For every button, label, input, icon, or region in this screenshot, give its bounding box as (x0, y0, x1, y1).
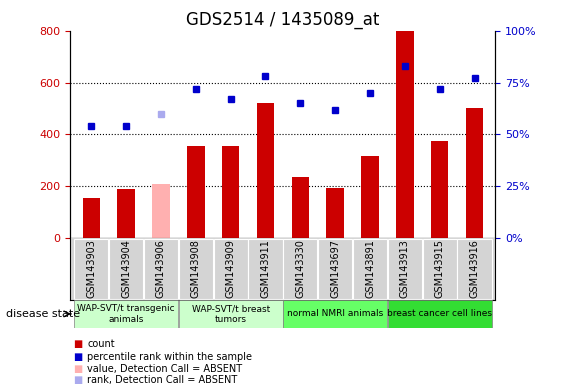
FancyBboxPatch shape (178, 300, 283, 328)
Text: GSM143904: GSM143904 (121, 239, 131, 298)
Text: GSM143891: GSM143891 (365, 239, 375, 298)
Text: GSM143915: GSM143915 (435, 239, 445, 298)
FancyBboxPatch shape (74, 239, 108, 299)
Text: GSM143909: GSM143909 (226, 239, 236, 298)
Text: normal NMRI animals: normal NMRI animals (287, 310, 383, 318)
Text: breast cancer cell lines: breast cancer cell lines (387, 310, 492, 318)
FancyBboxPatch shape (353, 239, 387, 299)
Text: percentile rank within the sample: percentile rank within the sample (87, 352, 252, 362)
Bar (466, 108, 483, 238)
Text: value, Detection Call = ABSENT: value, Detection Call = ABSENT (87, 364, 243, 374)
FancyBboxPatch shape (318, 239, 352, 299)
Text: GSM143913: GSM143913 (400, 239, 410, 298)
Text: GSM143906: GSM143906 (156, 239, 166, 298)
Bar (361, 156, 379, 238)
Text: ■: ■ (73, 339, 82, 349)
FancyBboxPatch shape (144, 239, 178, 299)
Bar (292, 177, 309, 238)
Text: GSM143908: GSM143908 (191, 239, 201, 298)
Text: WAP-SVT/t breast
tumors: WAP-SVT/t breast tumors (191, 304, 270, 324)
Text: rank, Detection Call = ABSENT: rank, Detection Call = ABSENT (87, 375, 238, 384)
Bar (187, 146, 204, 238)
Text: ■: ■ (73, 364, 82, 374)
Bar (431, 141, 448, 238)
Title: GDS2514 / 1435089_at: GDS2514 / 1435089_at (186, 12, 379, 30)
Bar (257, 103, 274, 238)
Text: ■: ■ (73, 375, 82, 384)
Text: GSM143903: GSM143903 (86, 239, 96, 298)
Text: ■: ■ (73, 352, 82, 362)
Text: WAP-SVT/t transgenic
animals: WAP-SVT/t transgenic animals (77, 304, 175, 324)
Text: GSM143911: GSM143911 (261, 239, 270, 298)
FancyBboxPatch shape (248, 239, 283, 299)
Bar (327, 187, 344, 238)
Bar (396, 31, 414, 238)
Bar (83, 198, 100, 238)
FancyBboxPatch shape (388, 239, 422, 299)
Bar (118, 189, 135, 238)
Text: GSM143916: GSM143916 (470, 239, 480, 298)
Bar (222, 146, 239, 238)
FancyBboxPatch shape (388, 300, 491, 328)
Text: count: count (87, 339, 115, 349)
Text: GSM143330: GSM143330 (296, 239, 305, 298)
FancyBboxPatch shape (423, 239, 457, 299)
Bar (152, 184, 169, 238)
Text: GSM143697: GSM143697 (330, 239, 340, 298)
FancyBboxPatch shape (178, 239, 213, 299)
FancyBboxPatch shape (283, 239, 318, 299)
FancyBboxPatch shape (109, 239, 143, 299)
FancyBboxPatch shape (74, 300, 178, 328)
FancyBboxPatch shape (458, 239, 491, 299)
FancyBboxPatch shape (213, 239, 248, 299)
Text: disease state: disease state (6, 309, 80, 319)
FancyBboxPatch shape (283, 300, 387, 328)
